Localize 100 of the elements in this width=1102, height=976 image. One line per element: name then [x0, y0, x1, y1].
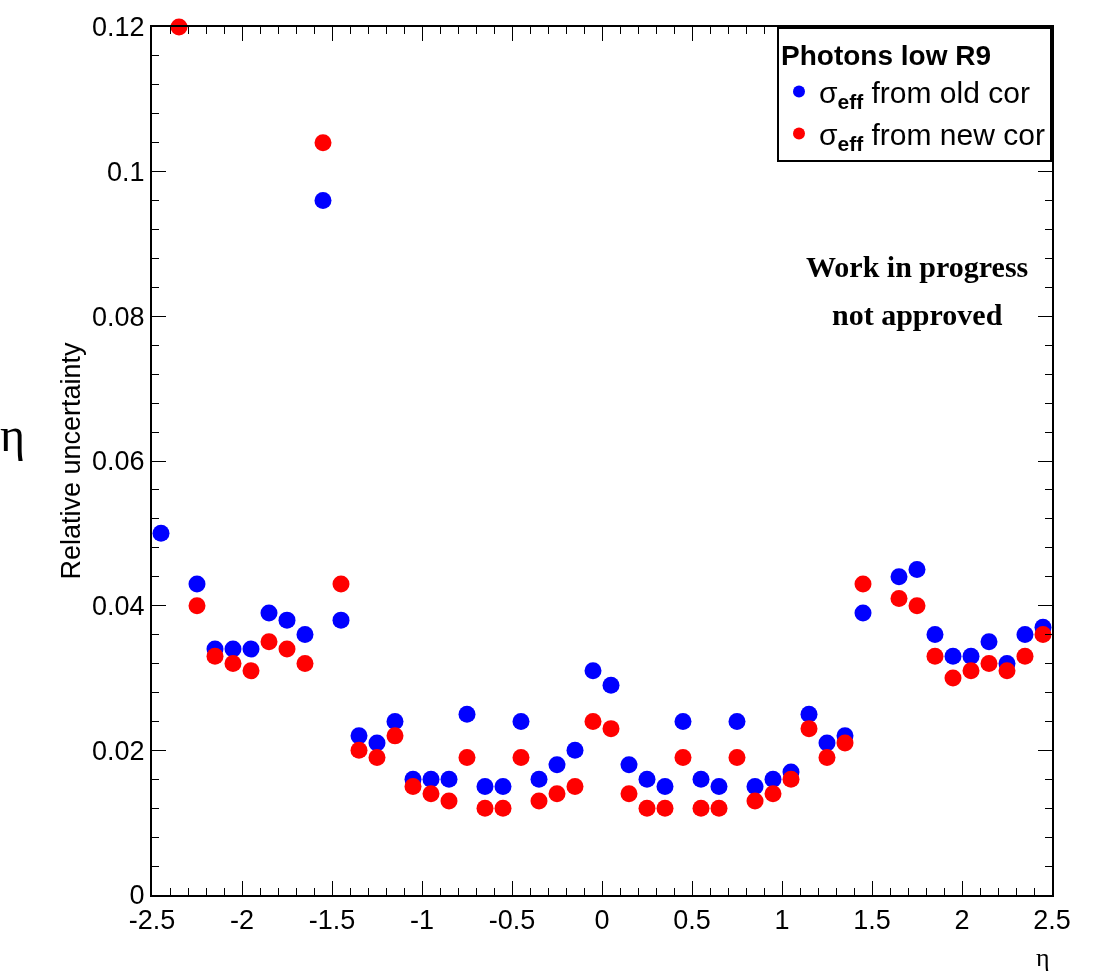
y-tick-label: 0.08	[92, 301, 145, 332]
point	[800, 720, 818, 738]
point	[206, 647, 224, 665]
legend-title: Photons low R9	[781, 40, 991, 72]
point	[656, 778, 674, 795]
point	[854, 604, 872, 622]
point	[710, 799, 728, 817]
point	[548, 785, 566, 803]
point	[620, 785, 638, 803]
point	[476, 799, 494, 817]
point	[980, 633, 998, 651]
point	[404, 778, 422, 795]
x-tick-label: -1.5	[308, 905, 356, 936]
legend-label: σ$_{eff}$ from old cor	[819, 76, 1030, 114]
point	[368, 749, 386, 767]
point	[278, 611, 296, 629]
point	[800, 705, 818, 723]
point	[638, 799, 656, 817]
point	[854, 575, 872, 593]
point	[926, 626, 944, 644]
point	[944, 647, 962, 665]
point	[962, 647, 980, 665]
point	[998, 662, 1016, 680]
point	[782, 770, 800, 788]
point	[764, 770, 782, 788]
point	[296, 626, 314, 644]
x-tick-label: -0.5	[488, 905, 536, 936]
point	[890, 589, 908, 607]
point	[548, 756, 566, 774]
y-axis-title: Relative uncertainty	[55, 341, 86, 580]
point	[764, 785, 782, 803]
point	[944, 669, 962, 687]
point	[818, 749, 836, 767]
x-tick-label: 1.5	[853, 905, 891, 936]
point	[908, 597, 926, 615]
y-tick-label: 0.12	[92, 12, 145, 43]
point	[422, 770, 440, 788]
point	[512, 712, 530, 730]
point	[710, 778, 728, 795]
point	[350, 741, 368, 759]
point	[1016, 626, 1034, 644]
point	[332, 611, 350, 629]
x-axis-title: η	[1036, 943, 1050, 972]
point	[962, 662, 980, 680]
point	[440, 770, 458, 788]
point	[422, 785, 440, 803]
point	[386, 712, 404, 730]
point	[908, 561, 926, 578]
point	[728, 712, 746, 730]
point	[836, 734, 854, 752]
point	[566, 741, 584, 759]
point	[512, 749, 530, 767]
point	[494, 799, 512, 817]
point	[494, 778, 512, 795]
point	[458, 749, 476, 767]
point	[746, 778, 764, 795]
point	[296, 655, 314, 673]
point	[386, 727, 404, 745]
point	[242, 640, 260, 658]
point	[602, 676, 620, 694]
x-tick-label: 2.5	[1033, 905, 1071, 936]
point	[890, 568, 908, 586]
point	[188, 597, 206, 615]
point	[332, 575, 350, 593]
point	[224, 655, 242, 673]
point	[530, 770, 548, 788]
point	[656, 799, 674, 817]
point	[638, 770, 656, 788]
point	[188, 575, 206, 593]
x-tick-label: 0	[594, 905, 610, 936]
point	[440, 792, 458, 810]
point	[692, 799, 710, 817]
point	[476, 778, 494, 795]
y-tick-label: 0.02	[92, 735, 145, 766]
y-tick-label: 0.04	[92, 591, 145, 622]
x-tick-label: 0.5	[673, 905, 711, 936]
point	[314, 134, 332, 152]
point	[530, 792, 548, 810]
annotation: not approved	[832, 298, 1003, 331]
point	[728, 749, 746, 767]
point	[1034, 626, 1052, 644]
point	[926, 647, 944, 665]
point	[980, 655, 998, 673]
point	[746, 792, 764, 810]
point	[1016, 647, 1034, 665]
point	[584, 662, 602, 680]
point	[674, 749, 692, 767]
point	[260, 633, 278, 651]
point	[458, 705, 476, 723]
point	[260, 604, 278, 622]
x-tick-label: -2	[229, 905, 255, 936]
y-tick-label: 0.1	[107, 157, 145, 188]
point	[314, 192, 332, 210]
x-tick-label: 1	[774, 905, 790, 936]
text: η	[0, 408, 26, 461]
point	[692, 770, 710, 788]
x-tick-label: -1	[409, 905, 435, 936]
point	[620, 756, 638, 774]
annotation: Work in progress	[806, 250, 1029, 283]
point	[602, 720, 620, 738]
